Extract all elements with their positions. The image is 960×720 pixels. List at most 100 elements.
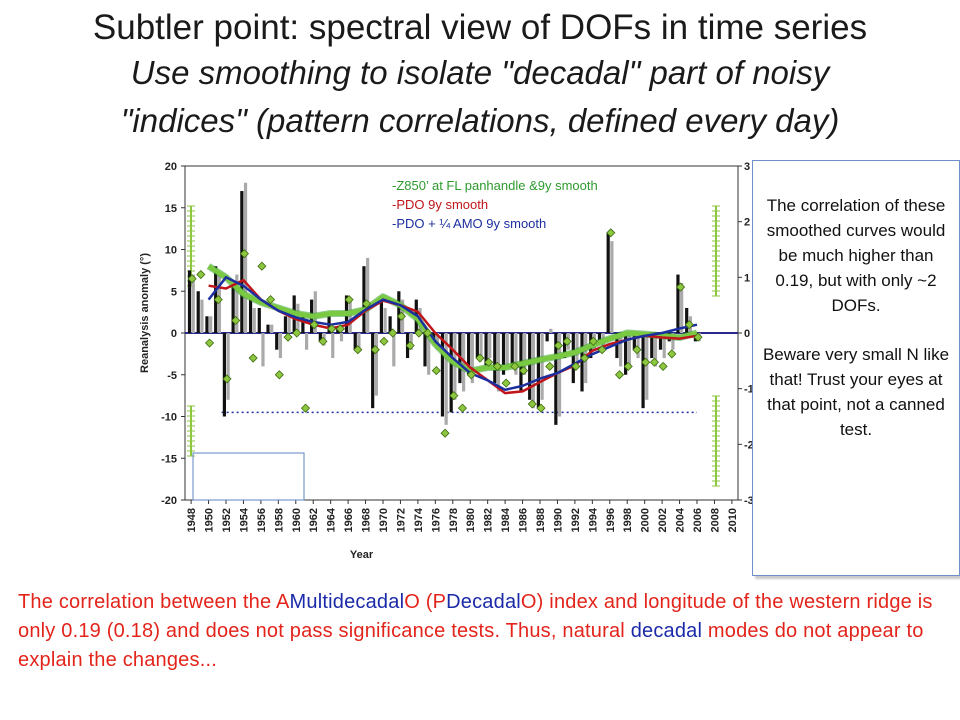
bar-gray	[627, 333, 631, 367]
pdo-marker	[527, 399, 537, 409]
x-axis-title: Year	[350, 549, 374, 561]
bar-gray	[636, 333, 640, 359]
x-tick-label: 1954	[238, 507, 250, 532]
y-tick-label: 10	[165, 245, 177, 257]
bar-black	[658, 333, 663, 350]
pdo-marker	[675, 282, 686, 292]
pdo-marker	[239, 249, 250, 259]
x-tick-label: 1988	[535, 508, 547, 532]
bar-black	[423, 333, 427, 367]
pdo-marker	[405, 340, 415, 351]
bar-black	[632, 333, 636, 350]
bar-gray	[557, 333, 562, 417]
x-tick-label: 1986	[518, 508, 530, 532]
bar-black	[371, 333, 375, 409]
pdo-marker	[553, 340, 564, 351]
bar-gray	[540, 333, 544, 400]
pdo-marker	[536, 403, 546, 413]
inset-placeholder-box	[192, 452, 305, 501]
bar-black	[222, 333, 226, 417]
x-tick-label: 1948	[186, 508, 198, 532]
bar-gray	[427, 333, 431, 375]
bar-gray	[514, 333, 518, 375]
note-paragraph-2: Beware very small N like that! Trust you…	[762, 345, 950, 439]
x-tick-label: 1956	[256, 508, 268, 532]
bar-black	[624, 333, 628, 375]
pdo-marker	[283, 332, 293, 342]
y2-tick-label: 3	[744, 161, 750, 173]
legend-item-1: -Z850’ at FL panhandle &9y smooth	[392, 178, 598, 193]
bar-black	[597, 333, 602, 342]
bar-gray	[470, 333, 474, 384]
y2-tick-label: 2	[744, 217, 750, 229]
pdo-marker	[327, 324, 337, 334]
bar-gray	[374, 333, 378, 396]
pdo-marker	[274, 370, 284, 380]
pdo-marker	[335, 324, 345, 334]
conclusion-seg-7: modes do not appear to explain the chang…	[18, 620, 924, 671]
y-tick-label: 5	[171, 286, 177, 298]
bar-gray	[505, 333, 509, 367]
pdo-marker	[649, 357, 659, 367]
pdo-marker	[588, 336, 598, 346]
pdo-marker	[518, 366, 529, 376]
bar-gray	[313, 291, 317, 333]
bar-black	[336, 328, 340, 333]
pdo-marker	[457, 403, 468, 413]
pdo-marker	[684, 320, 694, 330]
pdo-marker	[300, 403, 311, 413]
bar-gray	[680, 282, 684, 333]
x-tick-label: 1976	[430, 508, 442, 532]
bar-black	[650, 333, 654, 359]
pdo-marker	[309, 320, 319, 330]
pdo-marker	[606, 228, 616, 238]
bar-black	[493, 333, 497, 384]
pdo-marker	[431, 366, 441, 376]
bar-gray	[287, 316, 291, 333]
x-tick-label: 1982	[483, 508, 495, 532]
x-tick-label: 1984	[500, 507, 512, 532]
conclusion-decadal-1: Decadal	[446, 591, 521, 613]
bar-black	[283, 316, 288, 333]
x-tick-label: 1968	[361, 508, 373, 532]
pdo-marker	[597, 345, 607, 355]
slide-title: Subtler point: spectral view of DOFs in …	[92, 8, 868, 47]
pdo-marker	[396, 311, 407, 321]
bar-black	[379, 299, 383, 333]
y-axis-title: Reanalysis anomaly (°)	[139, 253, 151, 373]
pdo-marker	[614, 370, 625, 380]
x-tick-label: 2002	[657, 508, 669, 532]
bar-gray	[217, 274, 221, 333]
bar-gray	[409, 333, 413, 350]
pdo-marker	[580, 353, 590, 363]
conclusion-multidecadal: Multidecadal	[289, 591, 405, 613]
pdo-marker	[248, 353, 258, 363]
pdo-marker	[475, 353, 485, 363]
x-tick-label: 2008	[709, 508, 721, 532]
bar-gray	[209, 316, 213, 333]
note-paragraph-1: The correlation of these smoothed curves…	[766, 196, 946, 315]
bar-gray	[357, 333, 361, 350]
pdo-marker	[344, 295, 354, 305]
pdo-marker	[388, 328, 398, 338]
pdo-marker	[292, 328, 302, 338]
x-tick-label: 2004	[675, 507, 687, 532]
x-tick-label: 1958	[273, 508, 285, 532]
conclusion-seg-1: The correlation between the A	[18, 591, 290, 613]
pdo-marker	[693, 332, 703, 342]
bar-black	[318, 333, 322, 342]
x-tick-label: 1972	[395, 508, 407, 532]
pdo-marker	[370, 345, 380, 355]
bar-gray	[619, 333, 623, 367]
pdo-marker	[623, 361, 633, 371]
x-tick-label: 1996	[605, 508, 617, 532]
bar-black	[388, 316, 392, 333]
bar-black	[528, 333, 532, 400]
bar-gray	[610, 241, 614, 333]
smooth-line-1	[207, 264, 698, 374]
bar-gray	[339, 333, 344, 342]
x-tick-label: 1992	[570, 508, 582, 532]
pdo-marker	[353, 345, 363, 355]
slide-subtitle-line1: Use smoothing to isolate "decadal" part …	[130, 54, 830, 91]
